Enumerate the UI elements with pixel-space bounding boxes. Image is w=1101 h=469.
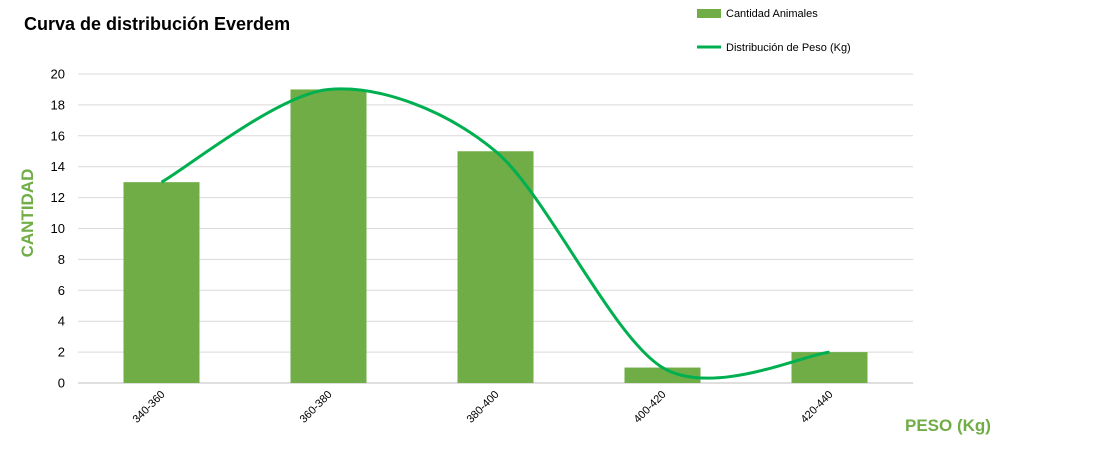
bar-420-440 (791, 352, 868, 383)
x-tick-label: 420-440 (799, 389, 836, 426)
y-tick-label: 8 (58, 252, 65, 267)
y-tick-label: 12 (51, 190, 65, 205)
y-tick-label: 18 (51, 97, 65, 112)
y-tick-label: 20 (51, 67, 65, 82)
y-axis-title: CANTIDAD (18, 169, 37, 258)
x-axis-title: PESO (Kg) (905, 416, 991, 435)
bar-380-400 (457, 151, 534, 383)
legend: Cantidad Animales Distribución de Peso (… (697, 8, 851, 54)
y-tick-label: 6 (58, 283, 65, 298)
y-tick-label: 2 (58, 345, 65, 360)
legend-bar-swatch (697, 9, 721, 18)
bar-340-360 (123, 182, 200, 383)
x-tick-label: 380-400 (465, 389, 502, 426)
x-tick-label: 340-360 (131, 389, 168, 426)
x-tick-label: 360-380 (298, 389, 335, 426)
distribution-curve (160, 87, 830, 380)
x-tick-labels: 340-360 360-380 380-400 400-420 420-440 (131, 389, 836, 426)
y-tick-labels: 0 2 4 6 8 10 12 14 16 18 20 (51, 67, 65, 391)
y-tick-label: 10 (51, 221, 65, 236)
y-tick-label: 0 (58, 376, 65, 391)
y-tick-label: 4 (58, 314, 65, 329)
y-tick-label: 14 (51, 159, 65, 174)
bar-360-380 (290, 89, 367, 383)
chart-title: Curva de distribución Everdem (24, 14, 290, 34)
y-tick-label: 16 (51, 128, 65, 143)
legend-line-label: Distribución de Peso (Kg) (726, 42, 851, 54)
legend-bar-label: Cantidad Animales (726, 8, 818, 20)
bar-400-420 (624, 367, 701, 383)
x-tick-label: 400-420 (632, 389, 669, 426)
